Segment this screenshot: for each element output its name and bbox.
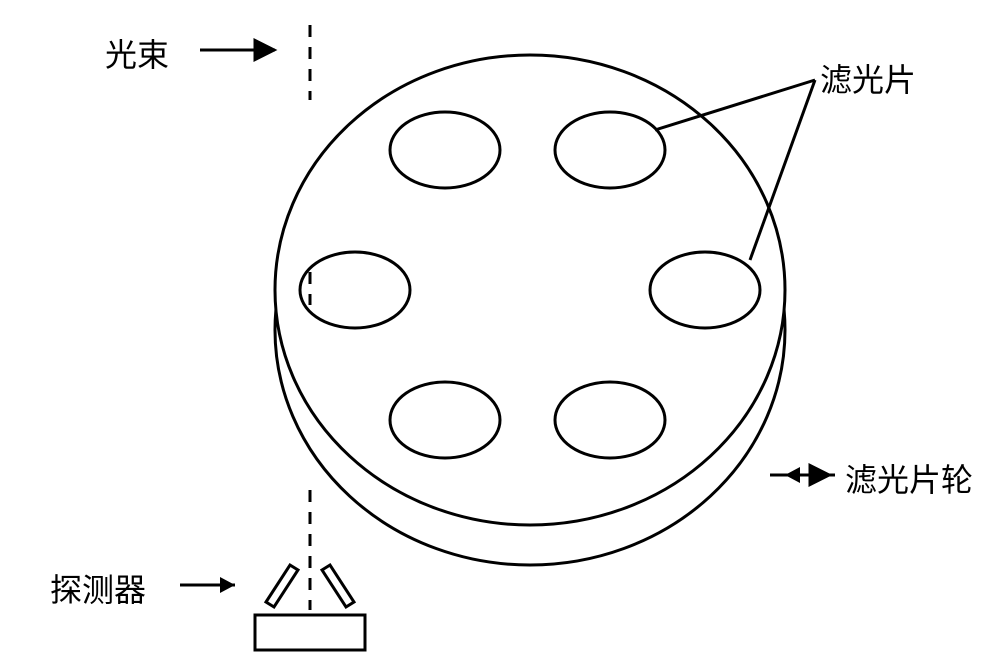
- filter-slot: [390, 112, 500, 188]
- filter-slot: [300, 252, 410, 328]
- filter-slot: [650, 252, 760, 328]
- filter-slot: [390, 382, 500, 458]
- filter-wheel-text: 滤光片轮: [845, 462, 973, 498]
- filter-wheel-label: 滤光片轮: [845, 455, 973, 501]
- filter-label: 滤光片: [820, 55, 916, 101]
- detector-label: 探测器: [50, 565, 146, 611]
- filter-text: 滤光片: [820, 62, 916, 98]
- detector-text: 探测器: [50, 572, 146, 608]
- beam-label: 光束: [105, 30, 169, 76]
- detector-base: [255, 615, 365, 650]
- detector-arrow: [180, 577, 235, 593]
- detector-slant-left: [266, 565, 298, 607]
- detector-slant-right: [322, 565, 354, 607]
- filter-slot: [555, 382, 665, 458]
- beam-text: 光束: [105, 37, 169, 73]
- filter-slot: [555, 112, 665, 188]
- filter-wheel-arrow-explicit: [785, 467, 835, 483]
